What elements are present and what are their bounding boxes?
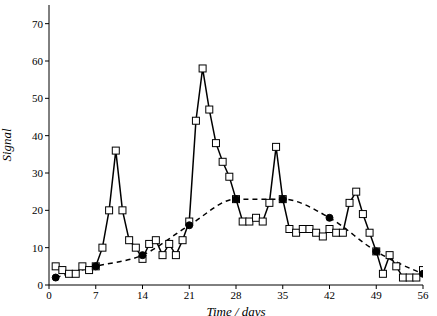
svg-text:Signal: Signal bbox=[8, 128, 14, 162]
svg-text:10: 10 bbox=[32, 242, 44, 254]
svg-text:70: 70 bbox=[32, 18, 44, 30]
svg-text:28: 28 bbox=[231, 289, 243, 301]
svg-text:20: 20 bbox=[32, 204, 44, 216]
svg-text:35: 35 bbox=[277, 289, 289, 301]
svg-text:30: 30 bbox=[32, 167, 44, 179]
svg-text:14: 14 bbox=[137, 289, 149, 301]
svg-text:49: 49 bbox=[371, 289, 383, 301]
svg-text:42: 42 bbox=[324, 289, 335, 301]
svg-text:Time / days: Time / days bbox=[206, 304, 265, 316]
svg-text:21: 21 bbox=[184, 289, 195, 301]
svg-text:0: 0 bbox=[38, 279, 44, 291]
svg-text:7: 7 bbox=[93, 289, 99, 301]
svg-text:60: 60 bbox=[32, 55, 44, 67]
svg-text:56: 56 bbox=[418, 289, 430, 301]
svg-text:0: 0 bbox=[46, 289, 52, 301]
svg-text:50: 50 bbox=[32, 92, 44, 104]
svg-text:40: 40 bbox=[32, 130, 44, 142]
